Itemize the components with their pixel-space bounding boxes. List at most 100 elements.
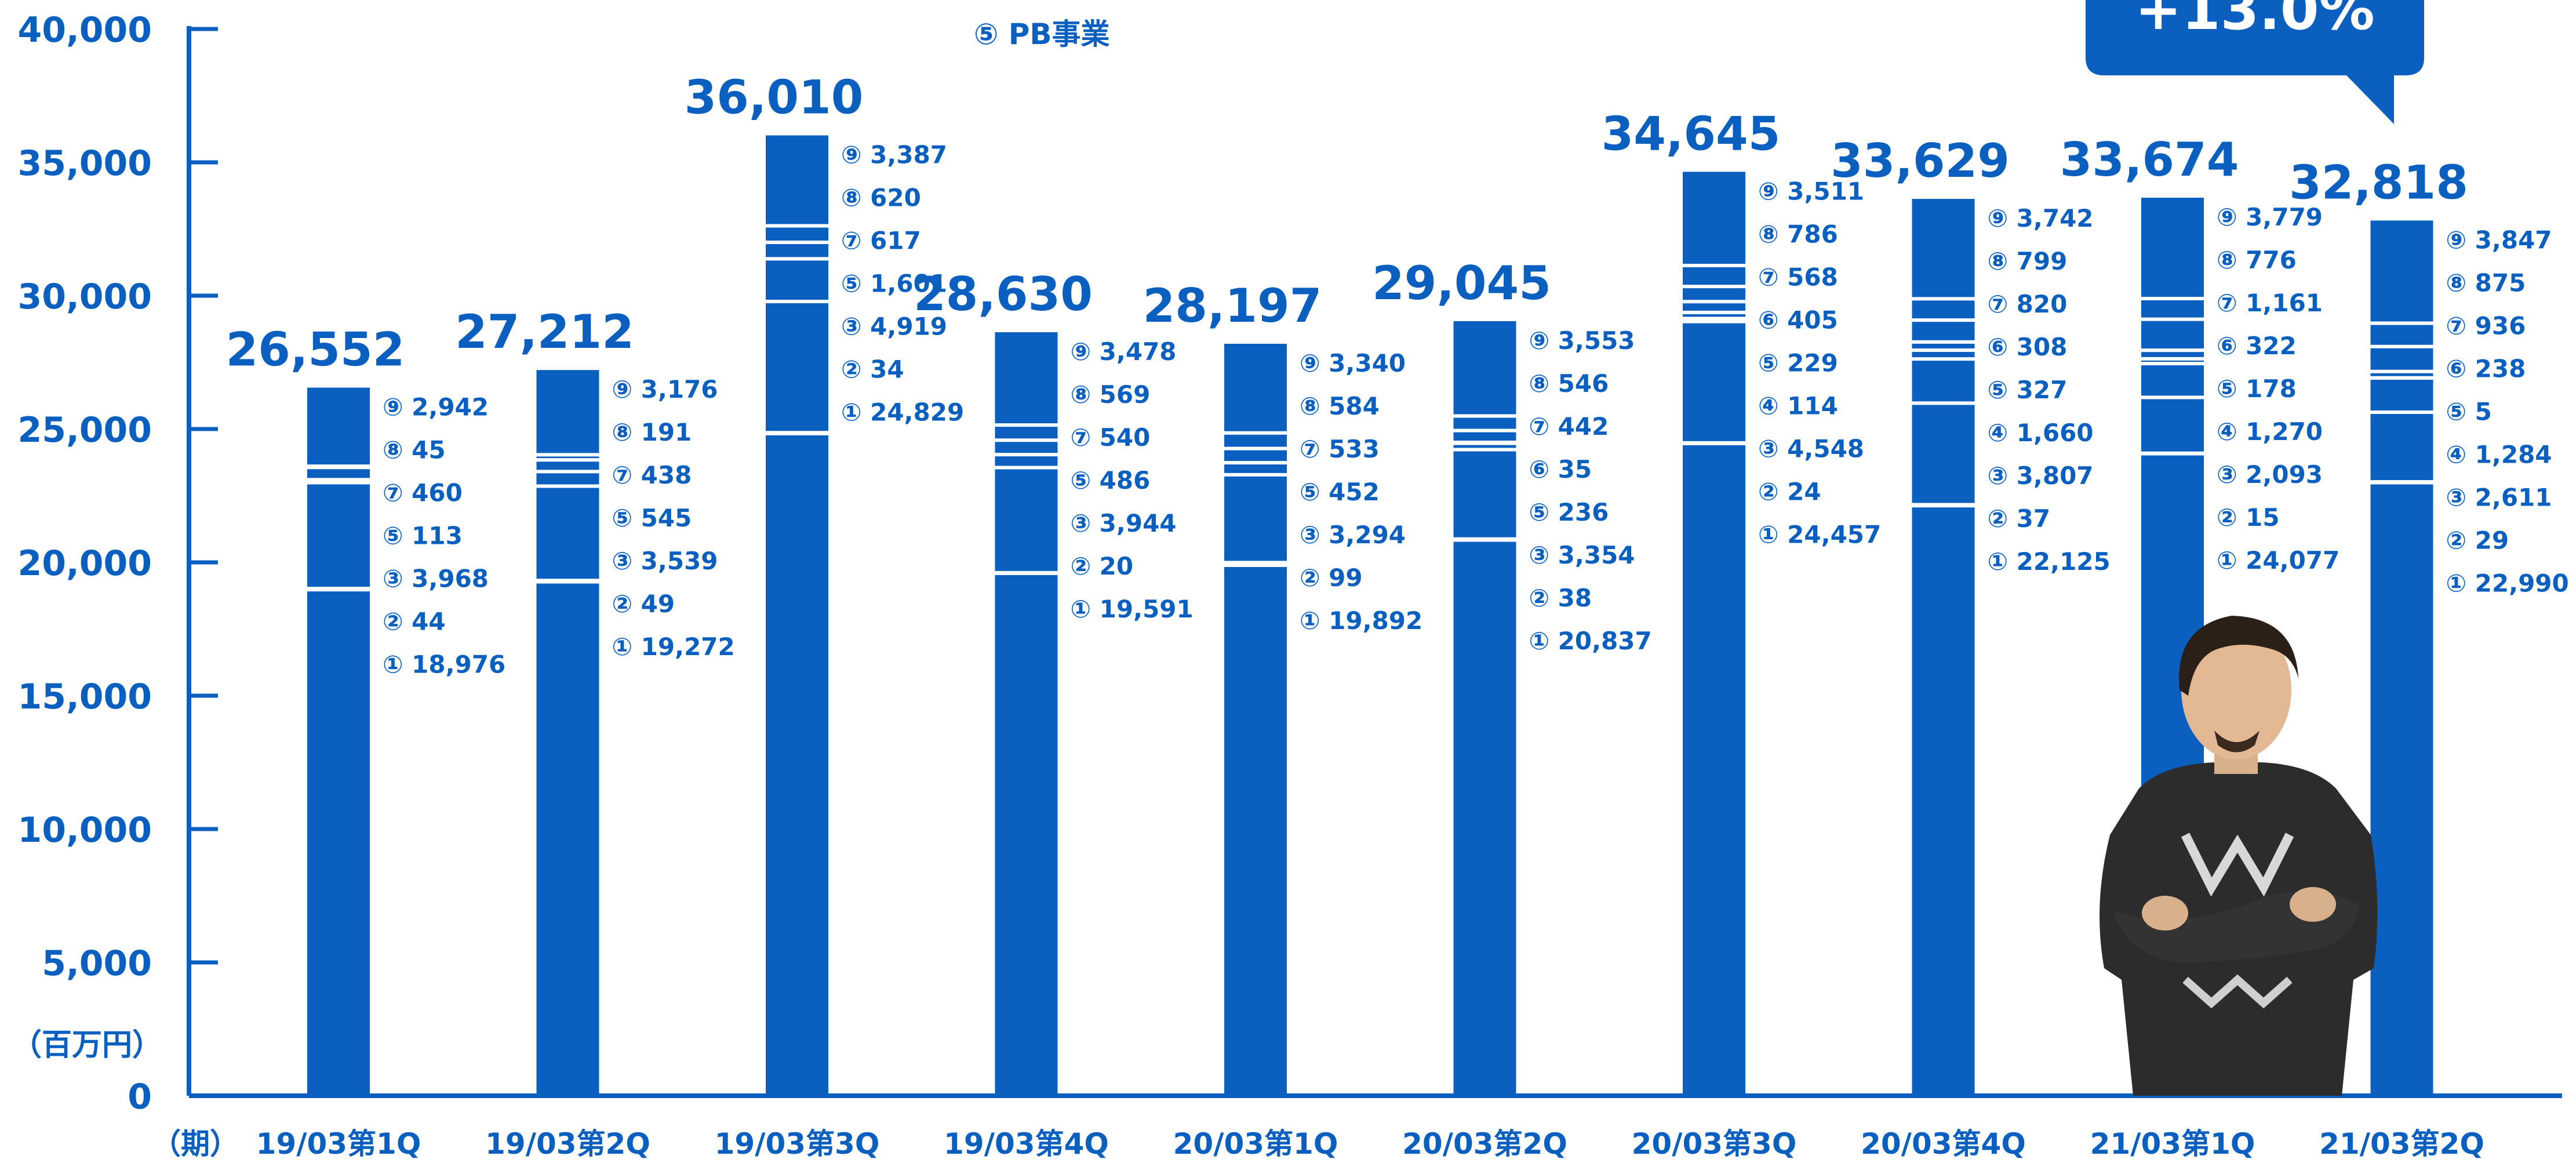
segment-label: ④ 1,660 — [1988, 419, 2094, 447]
segment-label: ① 24,077 — [2217, 546, 2339, 575]
growth-callout: +13.0% — [2086, 0, 2424, 124]
segment-label: ③ 3,539 — [612, 547, 718, 575]
y-tick-label: 35,000 — [17, 143, 152, 184]
segment-label: ⑥ 405 — [1758, 306, 1838, 334]
y-tick-label: 5,000 — [42, 943, 152, 984]
segment-label: ⑨ 3,779 — [2217, 203, 2323, 231]
segment-label: ⑧ 584 — [1300, 392, 1380, 420]
segment-label: ③ 3,294 — [1300, 521, 1406, 549]
segment-label: ⑦ 438 — [612, 461, 692, 489]
segment-label: ⑦ 568 — [1758, 263, 1838, 291]
segment-label: ⑧ 776 — [2217, 246, 2297, 274]
segment-label: ⑨ 3,847 — [2446, 226, 2552, 254]
segment-label: ① 19,272 — [612, 633, 735, 661]
hair — [2179, 616, 2298, 696]
segment-label: ⑤ 236 — [1529, 498, 1609, 526]
segment-label: ⑧ 875 — [2446, 268, 2526, 297]
callout-text: +13.0% — [2135, 0, 2374, 42]
segment-label: ① 22,990 — [2446, 569, 2569, 597]
x-tick-label: 19/03第4Q — [944, 1127, 1109, 1161]
segment-label: ⑨ 3,387 — [841, 141, 947, 169]
segment-label: ② 24 — [1758, 477, 1821, 506]
segment-label: ③ 3,807 — [1988, 461, 2094, 490]
bar-total-label: 29,045 — [1372, 256, 1551, 310]
segment-label: ② 44 — [383, 608, 446, 636]
segment-label: ③ 2,611 — [2446, 483, 2552, 511]
bar — [1453, 321, 1516, 1096]
segment-label: ⑥ 35 — [1529, 455, 1592, 484]
segment-label: ⑦ 617 — [841, 227, 921, 255]
segment-label: ⑧ 191 — [612, 418, 692, 446]
hand-left — [2142, 896, 2188, 931]
segment-label: ① 24,457 — [1758, 520, 1881, 548]
x-tick-label: 20/03第4Q — [1861, 1127, 2026, 1161]
callout-bubble — [2086, 0, 2424, 124]
face — [2181, 620, 2291, 759]
segment-label: ⑦ 460 — [383, 479, 463, 507]
bar — [995, 332, 1058, 1096]
y-tick-label: 0 — [128, 1077, 152, 1117]
bar — [536, 370, 599, 1096]
segment-label: ③ 2,093 — [2217, 460, 2323, 489]
bar-total-label: 34,645 — [1602, 107, 1781, 161]
segment-label: ⑤ 5 — [2446, 397, 2492, 426]
segment-label: ⑨ 3,478 — [1071, 337, 1177, 366]
person-illustration: person-with-crossed-arms-icon — [2100, 616, 2378, 1096]
x-axis-label: （期） — [152, 1127, 239, 1161]
segment-label: ③ 4,919 — [841, 312, 947, 341]
sweater-pattern — [2181, 833, 2294, 897]
segment-label: ⑥ 238 — [2446, 354, 2526, 383]
bar-total-label: 33,629 — [1831, 134, 2010, 188]
legend-note: ⑤ PB事業 — [974, 17, 1110, 51]
bar-total-label: 26,552 — [226, 323, 405, 377]
segment-label: ⑦ 540 — [1071, 423, 1151, 452]
x-tick-label: 20/03第3Q — [1632, 1127, 1797, 1161]
segment-label: ① 24,829 — [841, 398, 964, 427]
x-tick-label: 20/03第2Q — [1402, 1127, 1567, 1161]
segment-label: ③ 3,354 — [1529, 541, 1635, 569]
segment-label: ⑨ 3,340 — [1300, 349, 1406, 377]
segment-label: ⑨ 3,553 — [1529, 326, 1635, 355]
segment-label: ④ 1,270 — [2217, 417, 2323, 446]
segment-label: ② 99 — [1300, 564, 1363, 592]
segment-label: ③ 3,944 — [1071, 509, 1177, 537]
segment-label: ③ 4,548 — [1758, 434, 1864, 463]
y-tick-label: 30,000 — [17, 277, 152, 317]
y-tick-label: 25,000 — [17, 410, 152, 450]
segment-label: ⑦ 820 — [1988, 290, 2068, 318]
segment-label: ② 29 — [2446, 526, 2509, 554]
x-tick-label: 19/03第3Q — [715, 1127, 880, 1161]
beard — [2214, 730, 2260, 753]
y-tick-label: 20,000 — [17, 543, 152, 584]
segment-label: ⑦ 442 — [1529, 412, 1609, 441]
x-tick-label: 19/03第1Q — [256, 1127, 421, 1161]
x-tick-label: 21/03第1Q — [2090, 1127, 2255, 1161]
segment-label: ② 20 — [1071, 552, 1134, 580]
segment-label: ⑧ 569 — [1071, 380, 1151, 409]
segment-label: ⑨ 2,942 — [383, 393, 489, 421]
bar — [1224, 343, 1287, 1096]
segment-label: ⑧ 786 — [1758, 220, 1838, 248]
bar-total-label: 28,197 — [1143, 279, 1322, 333]
segment-label: ⑨ 3,742 — [1988, 204, 2094, 232]
segment-label: ⑨ 3,511 — [1758, 177, 1864, 205]
segment-label: ⑤ 545 — [612, 504, 692, 532]
segment-label: ② 37 — [1988, 504, 2051, 533]
segment-label: ⑨ 3,176 — [612, 375, 718, 404]
y-axis-unit: （百万円） — [12, 1028, 162, 1063]
segment-label: ⑧ 620 — [841, 184, 921, 212]
bar-total-label: 32,818 — [2289, 155, 2468, 209]
bar-total-label: 36,010 — [685, 71, 864, 125]
bar-total-label: 28,630 — [914, 267, 1093, 321]
segment-label: ④ 1,284 — [2446, 440, 2552, 468]
labels: 26,552 ⑨ 2,942 ⑧ 45 ⑦ 460 ⑤ 113 ③ 3,968 ② 44 ① … — [226, 71, 2569, 1161]
segment-label: ② 38 — [1529, 584, 1592, 612]
segment-label: ⑦ 1,161 — [2217, 289, 2323, 317]
segment-label: ⑤ 229 — [1758, 348, 1838, 377]
bar-total-label: 33,674 — [2060, 133, 2239, 187]
segment-label: ⑥ 322 — [2217, 332, 2297, 360]
segment-label: ⑦ 936 — [2446, 311, 2526, 340]
segment-label: ① 19,591 — [1071, 595, 1194, 623]
segment-label: ⑤ 327 — [1988, 376, 2068, 404]
